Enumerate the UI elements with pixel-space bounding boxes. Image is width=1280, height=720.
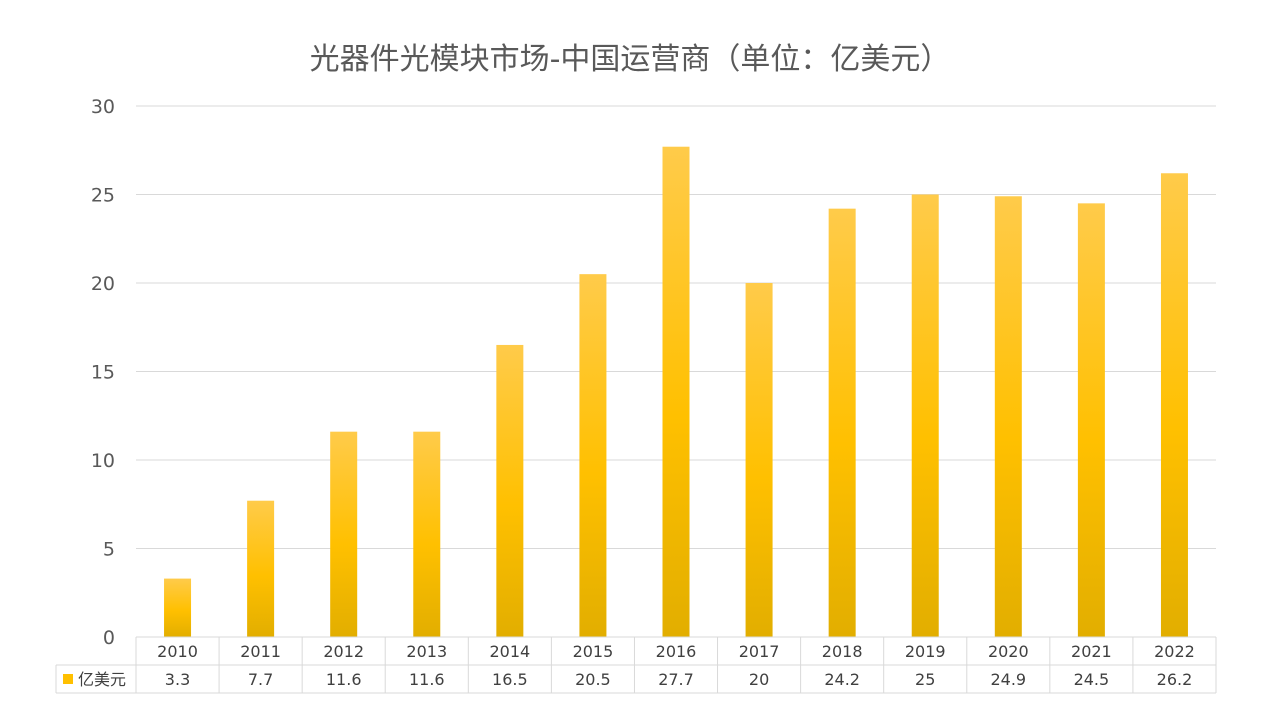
y-tick-label: 15 (91, 362, 115, 384)
data-label: 26.2 (1157, 670, 1193, 689)
x-tick-label: 2013 (406, 642, 447, 661)
x-tick-label: 2015 (573, 642, 614, 661)
bar-2017 (745, 283, 773, 637)
bars (164, 146, 1188, 637)
x-tick-label: 2011 (240, 642, 281, 661)
bar-2011 (247, 500, 275, 637)
x-tick-label: 2012 (323, 642, 364, 661)
y-tick-label: 20 (91, 273, 115, 295)
data-label: 3.3 (165, 670, 190, 689)
y-axis: 0 5 10 15 20 25 30 (91, 96, 115, 649)
bar-2014 (496, 344, 524, 637)
legend-swatch (63, 674, 73, 684)
x-tick-label: 2014 (489, 642, 530, 661)
x-tick-label: 2010 (157, 642, 198, 661)
bar-2016 (662, 146, 690, 637)
y-tick-label: 25 (91, 185, 115, 207)
data-label: 20.5 (575, 670, 611, 689)
y-tick-label: 10 (91, 450, 115, 472)
data-label: 25 (915, 670, 935, 689)
bar-2010 (164, 578, 192, 637)
bar-2020 (994, 196, 1022, 637)
bar-2021 (1077, 203, 1105, 637)
bar-2013 (413, 431, 441, 637)
data-label: 11.6 (326, 670, 362, 689)
data-label: 27.7 (658, 670, 694, 689)
data-label: 11.6 (409, 670, 445, 689)
bar-2015 (579, 274, 607, 637)
x-tick-label: 2016 (656, 642, 697, 661)
data-label: 24.5 (1074, 670, 1110, 689)
bar-2018 (828, 208, 856, 637)
y-tick-label: 5 (103, 539, 115, 561)
chart-title: 光器件光模块市场-中国运营商（单位：亿美元） (309, 42, 951, 77)
data-label: 16.5 (492, 670, 528, 689)
legend-label: 亿美元 (78, 670, 126, 689)
x-tick-label: 2017 (739, 642, 780, 661)
bar-2019 (911, 194, 939, 637)
bar-2012 (330, 431, 358, 637)
x-tick-label: 2021 (1071, 642, 1112, 661)
data-label: 24.2 (824, 670, 860, 689)
bar-2022 (1160, 173, 1188, 637)
data-label: 7.7 (248, 670, 273, 689)
x-tick-label: 2020 (988, 642, 1029, 661)
y-tick-label: 0 (103, 627, 115, 649)
x-tick-label: 2018 (822, 642, 863, 661)
data-label: 20 (749, 670, 769, 689)
x-tick-label: 2022 (1154, 642, 1195, 661)
y-tick-label: 30 (91, 96, 115, 118)
data-table: 2010 3.3 2011 7.7 2012 11.6 2013 11.6 2014 16.5 20… (55, 636, 1217, 694)
data-label: 24.9 (990, 670, 1026, 689)
x-tick-label: 2019 (905, 642, 946, 661)
